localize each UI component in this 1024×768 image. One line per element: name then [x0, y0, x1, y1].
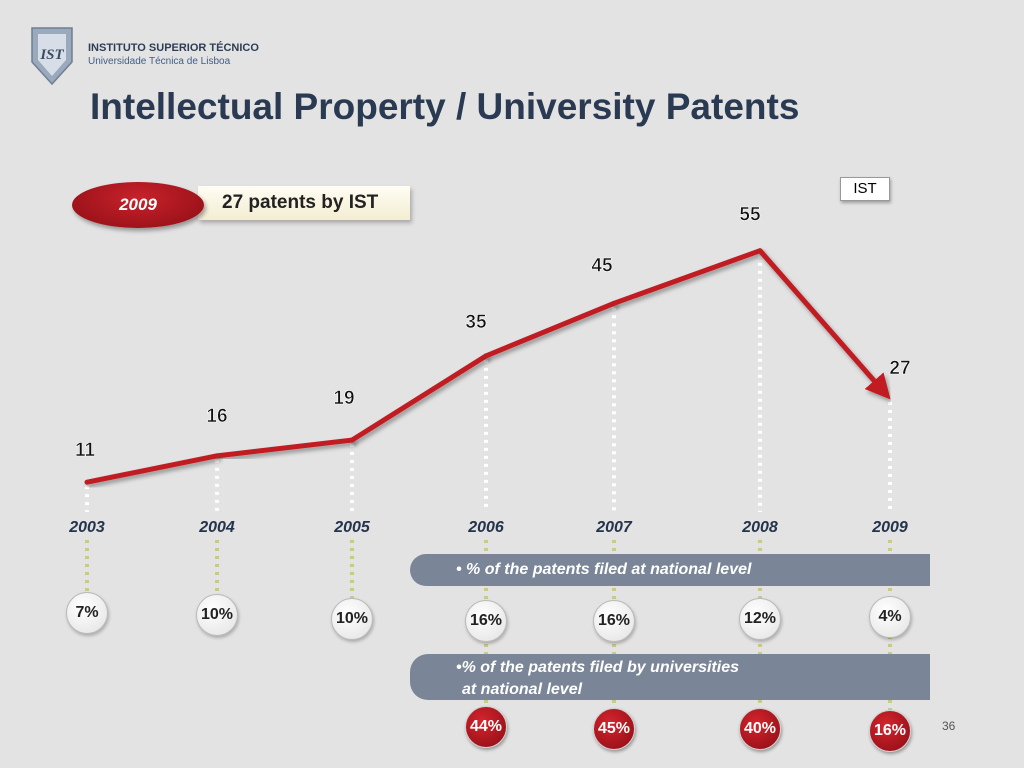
- institution-name: INSTITUTO SUPERIOR TÉCNICO: [88, 42, 259, 54]
- universities-pct-2009: 16%: [869, 710, 911, 752]
- x-tick-label-2003: 2003: [68, 519, 105, 536]
- value-label-2007: 45: [591, 255, 613, 276]
- universities-pct-2008: 40%: [739, 708, 781, 750]
- legend-ist: IST: [840, 177, 890, 201]
- national-pct-2003: 7%: [66, 592, 108, 634]
- series-segment-2004-2005: [214, 437, 355, 459]
- highlight-callout: 27 patents by IST: [198, 186, 410, 220]
- ist-logo-text: IST: [39, 47, 64, 63]
- x-tick-label-2004: 2004: [198, 519, 235, 536]
- x-tick-label-2006: 2006: [467, 519, 504, 536]
- x-tick-label-2007: 2007: [595, 519, 633, 536]
- universities-band-line2: at national level: [462, 681, 583, 698]
- series-segment-2007-2008: [611, 248, 763, 306]
- x-tick-label-2009: 2009: [871, 519, 908, 536]
- x-tick-label-2008: 2008: [741, 519, 778, 536]
- value-label-2003: 11: [75, 440, 96, 461]
- national-pct-2005: 10%: [331, 598, 373, 640]
- institution-subtitle: Universidade Técnica de Lisboa: [88, 56, 231, 67]
- value-label-2008: 55: [739, 205, 761, 226]
- national-level-band: • % of the patents filed at national lev…: [410, 554, 930, 586]
- universities-pct-2007: 45%: [593, 708, 635, 750]
- value-label-2006: 35: [465, 312, 487, 333]
- page-title: Intellectual Property / University Paten…: [90, 86, 800, 127]
- universities-level-band: •% of the patents filed by universities …: [410, 654, 930, 700]
- value-label-2009: 27: [889, 358, 910, 379]
- national-pct-2006: 16%: [465, 600, 507, 642]
- highlight-year-badge: 2009: [72, 182, 204, 228]
- national-pct-2007: 16%: [593, 600, 635, 642]
- universities-band-line1: •% of the patents filed by universities: [456, 659, 739, 676]
- national-pct-2009: 4%: [869, 596, 911, 638]
- series-segment-2006-2007: [483, 300, 617, 359]
- series-segment-2003-2004: [84, 453, 220, 485]
- universities-pct-2006: 44%: [465, 706, 507, 748]
- national-pct-2004: 10%: [196, 594, 238, 636]
- series-segment-2005-2006: [349, 353, 489, 443]
- value-label-2005: 19: [333, 388, 354, 409]
- national-pct-2008: 12%: [739, 598, 781, 640]
- ist-logo: IST: [31, 27, 73, 86]
- page-number: 36: [942, 719, 956, 733]
- value-label-2004: 16: [206, 406, 227, 427]
- x-tick-label-2005: 2005: [333, 519, 371, 536]
- series-segment-2008-2009: [757, 248, 891, 400]
